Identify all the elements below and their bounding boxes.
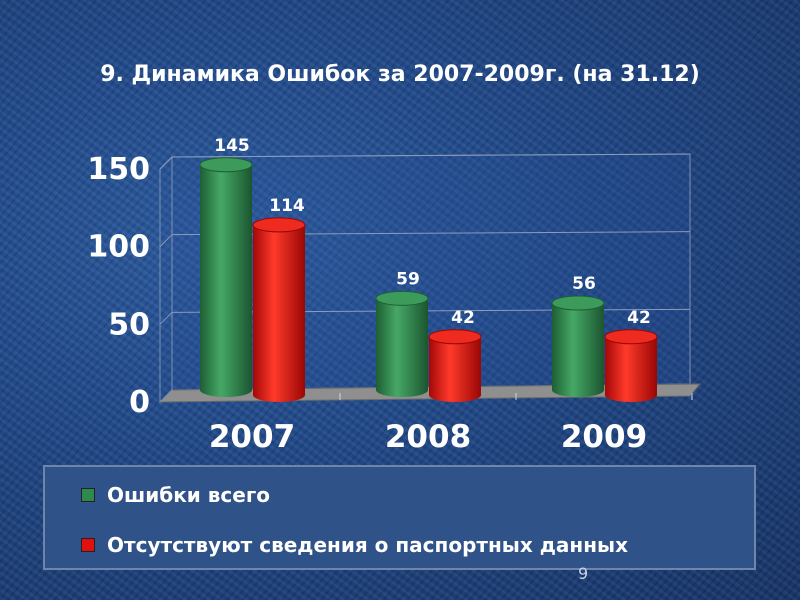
bar-base bbox=[429, 388, 481, 402]
legend: Ошибки всего Отсутствуют сведения о пасп… bbox=[43, 465, 756, 570]
bars: 145 114 59 42 56 42 bbox=[199, 136, 658, 402]
bar-base bbox=[200, 383, 252, 397]
bar-body bbox=[429, 336, 481, 395]
bar-body bbox=[552, 303, 604, 390]
bar-base bbox=[552, 383, 604, 397]
data-label: 42 bbox=[627, 308, 651, 328]
bar-top bbox=[551, 295, 605, 311]
x-tick-label: 2008 bbox=[385, 419, 471, 455]
legend-label: Ошибки всего bbox=[107, 483, 271, 507]
bar-top bbox=[199, 157, 253, 173]
bar-body bbox=[376, 298, 428, 390]
gridline-side bbox=[159, 234, 173, 248]
bar-top bbox=[252, 217, 306, 233]
x-tick-label: 2007 bbox=[209, 419, 295, 455]
y-tick-label: 150 bbox=[87, 152, 150, 187]
gridline bbox=[171, 153, 691, 158]
x-tick-label: 2009 bbox=[561, 419, 647, 455]
legend-swatch-red bbox=[81, 538, 95, 552]
bar-body bbox=[200, 164, 252, 390]
data-label: 114 bbox=[269, 196, 305, 216]
bar-top bbox=[428, 329, 482, 345]
bar-base bbox=[376, 383, 428, 397]
y-tick-label: 0 bbox=[129, 385, 150, 420]
y-tick-label: 100 bbox=[87, 230, 150, 265]
bar-body bbox=[605, 336, 657, 395]
slide-title: 9. Динамика Ошибок за 2007-2009г. (на 31… bbox=[100, 62, 700, 87]
plot-side-wall bbox=[159, 155, 173, 404]
gridline-side bbox=[159, 311, 173, 325]
bar: 59 bbox=[375, 269, 429, 397]
data-label: 56 bbox=[572, 274, 596, 294]
page-number: 9 bbox=[578, 564, 589, 583]
legend-label: Отсутствуют сведения о паспортных данных bbox=[107, 533, 629, 557]
bar: 56 bbox=[551, 274, 605, 397]
legend-item-total-errors: Ошибки всего bbox=[81, 483, 270, 507]
gridline-side bbox=[159, 156, 173, 170]
bar: 42 bbox=[428, 308, 482, 402]
y-tick-label: 50 bbox=[108, 307, 150, 342]
bar: 114 bbox=[252, 196, 306, 402]
bar-top bbox=[604, 329, 658, 345]
bar-base bbox=[605, 388, 657, 402]
data-label: 42 bbox=[451, 308, 475, 328]
bar-top bbox=[375, 290, 429, 306]
bar-base bbox=[253, 388, 305, 402]
data-label: 145 bbox=[214, 136, 250, 156]
legend-item-missing-passport: Отсутствуют сведения о паспортных данных bbox=[81, 533, 628, 557]
x-axis-ticks: 2007 2008 2009 bbox=[209, 419, 647, 455]
bar: 145 bbox=[199, 136, 253, 397]
data-label: 59 bbox=[396, 269, 420, 289]
bar: 42 bbox=[604, 308, 658, 402]
bar-body bbox=[253, 224, 305, 395]
legend-swatch-green bbox=[81, 488, 95, 502]
y-axis-ticks: 0 50 100 150 bbox=[87, 152, 150, 420]
